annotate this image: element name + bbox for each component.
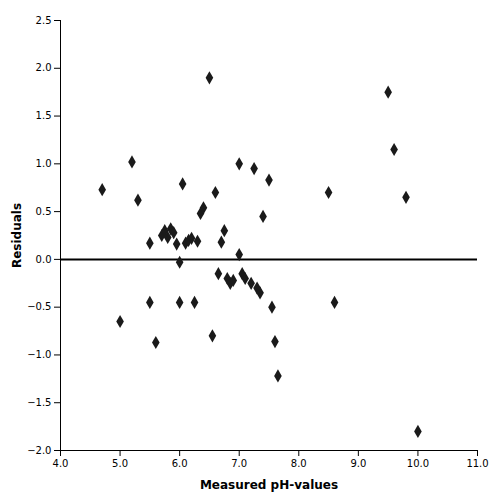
svg-text:1.0: 1.0 [36,158,52,169]
svg-text:6.0: 6.0 [172,458,188,469]
svg-text:Measured pH-values: Measured pH-values [200,478,338,492]
svg-text:−1.0: −1.0 [27,349,51,360]
svg-text:−0.5: −0.5 [27,301,51,312]
svg-text:5.0: 5.0 [112,458,128,469]
svg-text:Residuals: Residuals [10,203,24,268]
svg-text:0.5: 0.5 [36,206,52,217]
svg-text:1.5: 1.5 [36,110,52,121]
svg-text:2.0: 2.0 [36,62,52,73]
svg-text:8.0: 8.0 [291,458,307,469]
svg-text:11.0: 11.0 [466,458,488,469]
svg-text:9.0: 9.0 [350,458,366,469]
svg-text:−2.0: −2.0 [27,445,51,456]
svg-text:0.0: 0.0 [36,254,52,265]
svg-text:10.0: 10.0 [407,458,429,469]
svg-text:2.5: 2.5 [36,15,52,26]
svg-text:4.0: 4.0 [53,458,69,469]
svg-text:−1.5: −1.5 [27,397,51,408]
svg-text:7.0: 7.0 [231,458,247,469]
